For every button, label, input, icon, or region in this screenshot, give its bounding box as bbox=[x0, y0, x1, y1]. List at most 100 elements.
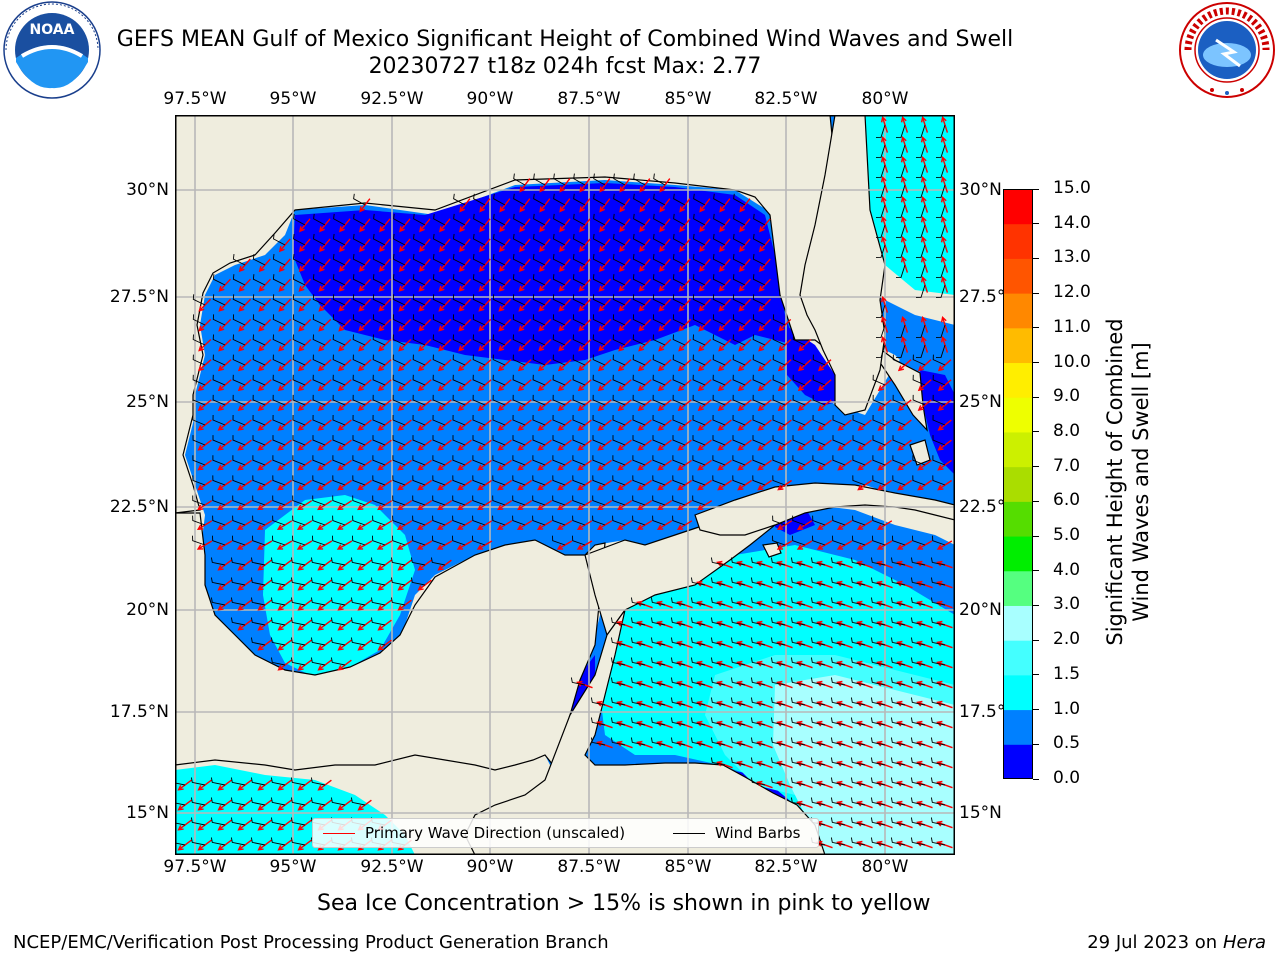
wind-barb bbox=[452, 475, 466, 486]
colorbar-tick-mark bbox=[1033, 674, 1039, 676]
wind-barb bbox=[232, 314, 246, 326]
wind-barb bbox=[870, 777, 886, 786]
wind-barb bbox=[352, 515, 366, 526]
wind-barb bbox=[610, 737, 626, 746]
wind-barb bbox=[752, 334, 766, 346]
wind-barb bbox=[352, 254, 366, 266]
colorbar-bin bbox=[1003, 605, 1033, 641]
wind-barb bbox=[870, 617, 886, 626]
wind-barb bbox=[752, 354, 766, 366]
wind-barb bbox=[230, 617, 246, 626]
wind-barb bbox=[772, 435, 786, 446]
wind-barb bbox=[272, 515, 286, 526]
wind-barb bbox=[192, 414, 206, 426]
wind-barb bbox=[192, 294, 206, 306]
wind-barb bbox=[652, 475, 666, 486]
wind-barb bbox=[612, 314, 626, 326]
wind-barb bbox=[372, 274, 386, 286]
wind-barb bbox=[890, 697, 906, 706]
wind-barb bbox=[915, 144, 926, 159]
wind-barb bbox=[270, 637, 286, 646]
wind-barb bbox=[333, 213, 346, 226]
colorbar-label-line1: Significant Height of Combined bbox=[1103, 318, 1127, 646]
wind-barb bbox=[930, 577, 946, 586]
wind-barb bbox=[312, 314, 326, 326]
wind-barb bbox=[592, 334, 606, 346]
wind-barb bbox=[653, 213, 666, 226]
lon-tick-top: 90°W bbox=[466, 89, 514, 109]
wind-barb bbox=[290, 557, 306, 566]
wind-barb bbox=[432, 455, 446, 466]
wind-barb bbox=[730, 637, 746, 646]
wind-barb bbox=[935, 344, 946, 359]
wind-barb bbox=[512, 274, 526, 286]
wind-barb bbox=[630, 617, 646, 626]
wind-barb bbox=[870, 837, 886, 846]
wind-barb bbox=[413, 213, 426, 226]
wind-barb bbox=[935, 124, 946, 139]
wind-barb bbox=[832, 535, 846, 546]
wind-barb bbox=[212, 274, 226, 286]
wind-barb bbox=[350, 797, 366, 806]
wind-barb bbox=[433, 213, 446, 226]
wind-barb bbox=[230, 777, 246, 786]
lat-tick-left: 30°N bbox=[126, 180, 169, 200]
lat-tick-right: 30°N bbox=[959, 180, 1002, 200]
colorbar-tick-label: 0.5 bbox=[1053, 733, 1081, 754]
legend-wind-line bbox=[673, 832, 705, 834]
colorbar-tick-label: 13.0 bbox=[1053, 247, 1091, 268]
colorbar-tick-mark bbox=[1033, 778, 1039, 780]
colorbar-tick-mark bbox=[1033, 604, 1039, 606]
wind-barb bbox=[230, 837, 246, 846]
wind-barb bbox=[593, 213, 606, 226]
wind-barb bbox=[392, 455, 406, 466]
wind-barb bbox=[572, 414, 586, 426]
map-area bbox=[175, 115, 955, 855]
wind-barb bbox=[870, 797, 886, 806]
colorbar-tick-mark bbox=[1033, 396, 1039, 398]
wind-barb bbox=[892, 414, 906, 426]
wind-barb bbox=[712, 314, 726, 326]
wind-barb bbox=[492, 314, 506, 326]
wind-barb bbox=[532, 435, 546, 446]
wind-barb bbox=[332, 294, 346, 306]
wind-barb bbox=[350, 617, 366, 626]
wind-barb bbox=[690, 717, 706, 726]
wind-barb bbox=[890, 657, 906, 666]
wind-barb bbox=[895, 144, 906, 159]
wind-barb bbox=[650, 677, 666, 686]
wind-barb bbox=[270, 617, 286, 626]
wind-barb bbox=[832, 515, 846, 526]
wind-barb bbox=[850, 817, 866, 826]
wind-barb bbox=[332, 274, 346, 286]
wind-barb bbox=[830, 557, 846, 566]
wind-barb bbox=[750, 577, 766, 586]
wind-barb bbox=[552, 435, 566, 446]
lon-tick-top: 97.5°W bbox=[163, 89, 227, 109]
wind-barb bbox=[875, 204, 886, 219]
wind-barb bbox=[850, 677, 866, 686]
colorbar-bin bbox=[1003, 744, 1033, 779]
wind-barb bbox=[252, 254, 266, 266]
wind-barb bbox=[210, 597, 226, 606]
wind-barb bbox=[310, 777, 326, 786]
wind-barb bbox=[870, 637, 886, 646]
legend-item-wave: Primary Wave Direction (unscaled) bbox=[323, 824, 625, 842]
wind-barb bbox=[192, 374, 206, 386]
wind-barb bbox=[612, 374, 626, 386]
wind-barb bbox=[352, 314, 366, 326]
lon-tick-top: 92.5°W bbox=[360, 89, 424, 109]
wind-barb bbox=[872, 414, 886, 426]
wind-barb bbox=[432, 475, 446, 486]
wind-barb bbox=[552, 354, 566, 366]
wind-barb bbox=[493, 213, 506, 226]
land-mexico bbox=[175, 512, 606, 771]
wind-barb bbox=[772, 515, 786, 526]
wind-barb bbox=[892, 475, 906, 486]
wind-barb bbox=[890, 817, 906, 826]
wind-barb bbox=[792, 455, 806, 466]
wind-barb bbox=[393, 233, 406, 246]
wind-barb bbox=[192, 394, 206, 406]
wind-barb bbox=[852, 435, 866, 446]
wind-barb bbox=[612, 455, 626, 466]
